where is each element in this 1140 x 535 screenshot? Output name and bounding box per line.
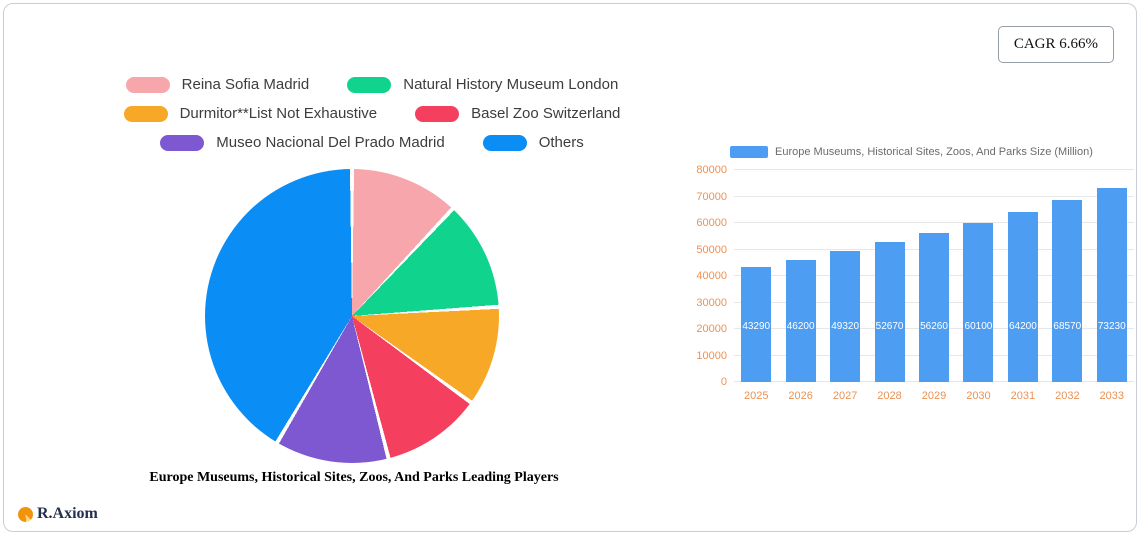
bar[interactable]: 68570 — [1052, 200, 1083, 382]
legend-label: Reina Sofia Madrid — [181, 76, 310, 93]
bar-value-label: 46200 — [786, 321, 815, 332]
legend-swatch — [160, 134, 205, 151]
bar-value-label: 73230 — [1097, 321, 1126, 332]
y-axis-tick-label: 30000 — [696, 296, 727, 309]
pie-legend: Reina Sofia Madrid Natural History Museum… — [80, 76, 664, 151]
bar[interactable]: 60100 — [963, 222, 994, 382]
pie-legend-item[interactable]: Museo Nacional Del Prado Madrid — [160, 134, 445, 151]
bar[interactable]: 73230 — [1096, 187, 1127, 382]
y-axis-tick-label: 80000 — [696, 164, 727, 176]
y-axis-tick-label: 70000 — [696, 190, 727, 203]
brand-logo-icon — [18, 506, 33, 522]
legend-swatch — [482, 134, 527, 151]
bar[interactable]: 49320 — [830, 251, 861, 382]
report-card: CAGR 6.66% Reina Sofia Madrid Natural His… — [3, 3, 1137, 532]
bar-value-label: 43290 — [742, 321, 771, 332]
bar-value-label: 49320 — [831, 321, 860, 332]
x-axis-tick-label: 2028 — [877, 390, 902, 402]
bar[interactable]: 46200 — [785, 259, 816, 382]
legend-label: Durmitor**List Not Exhaustive — [179, 105, 378, 122]
legend-swatch — [415, 105, 460, 122]
bar[interactable]: 52670 — [874, 242, 905, 382]
x-axis-tick-label: 2025 — [743, 390, 769, 402]
pie-chart[interactable] — [205, 169, 499, 463]
x-axis-tick-label: 2027 — [832, 390, 858, 402]
grid-line — [734, 222, 1134, 223]
bar-chart-legend[interactable]: Europe Museums, Historical Sites, Zoos, … — [730, 146, 1138, 158]
bar-value-label: 64200 — [1008, 321, 1037, 332]
legend-label: Basel Zoo Switzerland — [471, 105, 621, 122]
legend-swatch — [730, 146, 768, 158]
x-axis-tick-label: 2029 — [921, 390, 947, 402]
bar[interactable]: 56260 — [919, 232, 949, 382]
brand-logo-text: R.Axiom — [37, 505, 98, 522]
y-axis-tick-label: 40000 — [696, 270, 727, 282]
bar-value-label: 68570 — [1053, 321, 1082, 332]
y-axis-tick-label: 0 — [720, 376, 727, 388]
pie-legend-item[interactable]: Others — [482, 134, 584, 151]
pie-legend-item[interactable]: Durmitor**List Not Exhaustive — [123, 105, 378, 122]
legend-swatch — [347, 76, 392, 93]
cagr-badge: CAGR 6.66% — [997, 26, 1114, 63]
pie-chart-title: Europe Museums, Historical Sites, Zoos, … — [149, 470, 559, 485]
x-axis-tick-label: 2026 — [788, 390, 813, 402]
x-axis-tick-label: 2032 — [1055, 390, 1080, 402]
y-axis-tick-label: 50000 — [696, 243, 727, 256]
legend-label: Europe Museums, Historical Sites, Zoos, … — [775, 146, 1093, 158]
brand-logo: R.Axiom — [18, 505, 98, 523]
grid-line — [734, 195, 1134, 197]
pie-legend-item[interactable]: Reina Sofia Madrid — [125, 76, 310, 93]
pie-legend-item[interactable]: Natural History Museum London — [347, 76, 618, 93]
pie-legend-item[interactable]: Basel Zoo Switzerland — [415, 105, 620, 122]
x-axis-tick-label: 2033 — [1099, 390, 1125, 402]
bar[interactable]: 43290 — [741, 267, 772, 382]
grid-line — [734, 169, 1134, 170]
legend-label: Natural History Museum London — [403, 76, 619, 93]
legend-swatch — [123, 105, 168, 122]
y-axis-tick-label: 60000 — [696, 217, 727, 229]
bar-plot: 0 10000 20000 30000 40000 50000 60000 70000 8000… — [696, 164, 1134, 402]
bar-value-label: 56260 — [920, 321, 948, 332]
legend-label: Others — [538, 134, 584, 151]
y-axis-tick-label: 20000 — [696, 323, 727, 335]
x-axis-tick-label: 2030 — [966, 390, 991, 402]
bar-value-label: 60100 — [964, 321, 993, 332]
legend-swatch — [125, 76, 170, 93]
bar-chart: Europe Museums, Historical Sites, Zoos, … — [696, 146, 1138, 414]
bar[interactable]: 64200 — [1007, 211, 1038, 382]
y-axis-tick-label: 10000 — [696, 349, 727, 362]
bar-value-label: 52670 — [875, 321, 904, 332]
x-axis-tick-label: 2031 — [1010, 390, 1036, 402]
legend-label: Museo Nacional Del Prado Madrid — [216, 134, 445, 151]
